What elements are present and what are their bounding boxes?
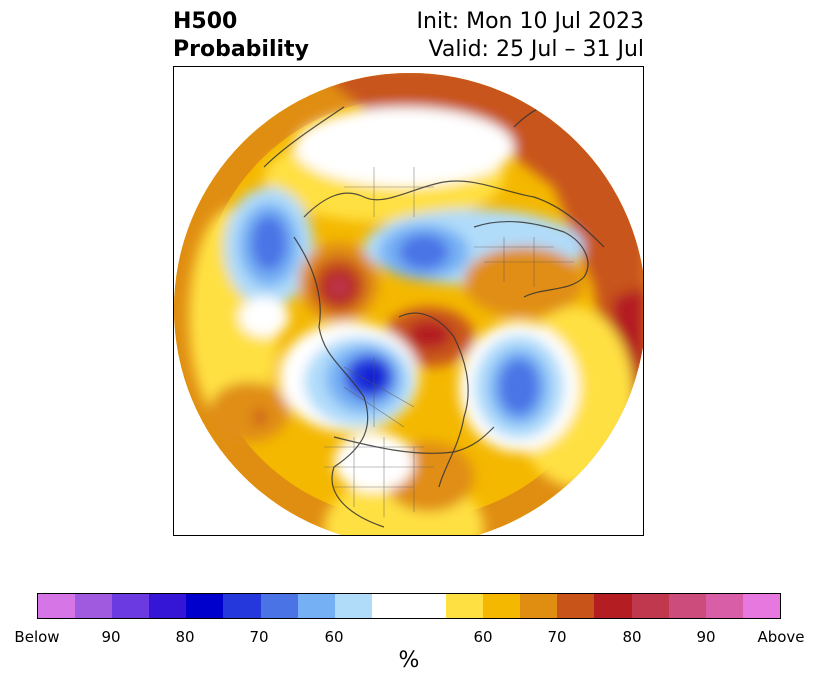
colorbar-segment <box>75 594 113 618</box>
colorbar-segment <box>297 594 335 618</box>
colorbar-segment <box>371 594 409 618</box>
colorbar-segment <box>631 594 669 618</box>
colorbar-segment <box>446 594 484 618</box>
colorbar-tick-label: 60 <box>473 628 493 646</box>
title-line2: Probability <box>173 37 309 62</box>
colorbar <box>37 593 781 619</box>
colorbar-segment <box>334 594 372 618</box>
colorbar-tick-label: 80 <box>175 628 195 646</box>
init-date: Init: Mon 10 Jul 2023 <box>416 9 644 34</box>
colorbar-tick-label: 90 <box>101 628 121 646</box>
colorbar-segment <box>186 594 224 618</box>
colorbar-tick-label: 70 <box>249 628 269 646</box>
colorbar-segment <box>260 594 298 618</box>
colorbar-tick-label: Below <box>14 628 60 646</box>
subtitle-block: Init: Mon 10 Jul 2023 Valid: 25 Jul – 31… <box>417 8 644 64</box>
colorbar-segment <box>149 594 187 618</box>
colorbar-segment <box>112 594 150 618</box>
colorbar-segment <box>668 594 706 618</box>
colorbar-segment <box>408 594 447 618</box>
colorbar-tick-label: 90 <box>696 628 716 646</box>
borders <box>324 167 574 517</box>
colorbar-segment <box>705 594 743 618</box>
colorbar-segment <box>557 594 595 618</box>
colorbar-segment <box>594 594 632 618</box>
colorbar-segment <box>520 594 558 618</box>
hemisphere-disc <box>174 73 643 535</box>
title-block: H500 Probability <box>173 8 309 64</box>
map-frame <box>173 66 644 536</box>
valid-range: Valid: 25 Jul – 31 Jul <box>428 37 644 62</box>
coastlines <box>263 102 609 528</box>
colorbar-segment <box>742 594 780 618</box>
colorbar-segment <box>223 594 261 618</box>
colorbar-tick-label: 80 <box>622 628 642 646</box>
title-line1: H500 <box>173 9 238 34</box>
colorbar-tick-label: 70 <box>547 628 567 646</box>
colorbar-tick-label: Above <box>757 628 805 646</box>
colorbar-segment <box>38 594 76 618</box>
probability-map <box>174 73 643 535</box>
colorbar-segment <box>483 594 521 618</box>
colorbar-tick-label: 60 <box>324 628 344 646</box>
colorbar-unit: % <box>398 648 420 673</box>
